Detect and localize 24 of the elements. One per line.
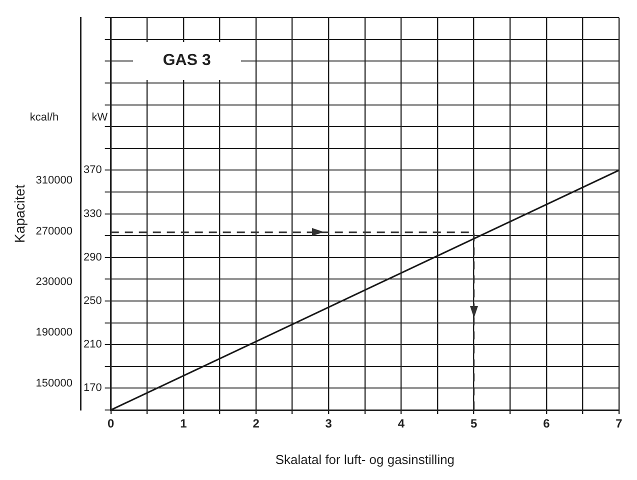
x-tick-label: 3	[325, 416, 332, 431]
y2-tick-label: 270000	[36, 225, 73, 238]
y2-tick-label: 190000	[36, 326, 73, 339]
y-tick-label: 170	[84, 382, 102, 394]
title-box: GAS 3	[132, 42, 241, 80]
x-tick-label: 5	[470, 416, 478, 431]
y-tick-label: 370	[84, 164, 102, 176]
y2-tick-label: 230000	[36, 276, 73, 288]
y-tick-label: 290	[84, 251, 102, 264]
x-tick-label: 0	[108, 416, 115, 431]
x-tick-label: 7	[616, 416, 623, 431]
y-tick-label: 210	[84, 338, 102, 351]
text: kcal/h	[30, 112, 59, 124]
y2-tick-label: 310000	[36, 174, 73, 187]
x-tick-label: 6	[543, 416, 550, 431]
y-tick-label: 250	[84, 295, 102, 308]
y2-axis-title: Kapacitet	[11, 184, 28, 243]
x-axis-title: Skalatal for luft- og gasinstilling	[275, 452, 455, 467]
y-tick-label: 330	[84, 208, 102, 220]
x-tick-label: 1	[180, 416, 188, 431]
text: kW	[92, 112, 108, 124]
x-tick-label: 4	[398, 416, 405, 431]
y2-tick-label: 150000	[36, 377, 73, 390]
x-tick-label: 2	[252, 416, 260, 431]
